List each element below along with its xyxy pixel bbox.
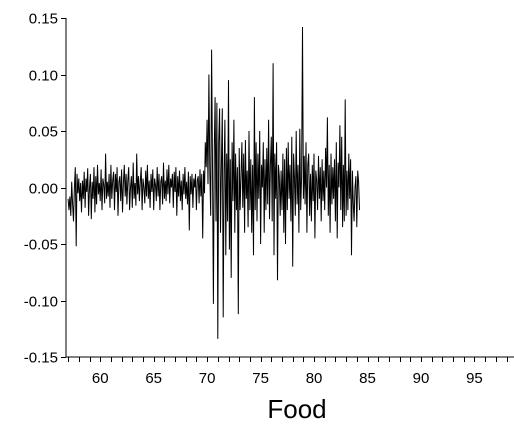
y-tick-label: 0.15 xyxy=(29,11,58,28)
y-tick-label: 0.10 xyxy=(29,68,58,85)
x-tick-label: 65 xyxy=(145,370,162,387)
x-tick-label: 95 xyxy=(466,370,483,387)
y-tick-label: 0.00 xyxy=(29,181,58,198)
series-line-1 xyxy=(67,26,360,339)
x-axis-title: Food xyxy=(267,394,326,424)
series xyxy=(67,26,360,339)
y-tick-label: 0.05 xyxy=(29,124,58,141)
y-tick-label: -0.10 xyxy=(24,294,58,311)
x-tick-label: 90 xyxy=(413,370,430,387)
x-tick-label: 75 xyxy=(252,370,269,387)
x-tick-label: 60 xyxy=(92,370,109,387)
ticks xyxy=(61,18,508,362)
tick-labels: 0.15 0.10 0.05 0.00 -0.05 -0.10 -0.15 60 65 70 75 8… xyxy=(24,11,483,388)
x-tick-label: 80 xyxy=(306,370,323,387)
x-tick-label: 85 xyxy=(359,370,376,387)
y-tick-label: -0.15 xyxy=(24,350,58,367)
x-tick-label: 70 xyxy=(199,370,216,387)
axes xyxy=(65,18,514,358)
y-tick-label: -0.05 xyxy=(24,237,58,254)
